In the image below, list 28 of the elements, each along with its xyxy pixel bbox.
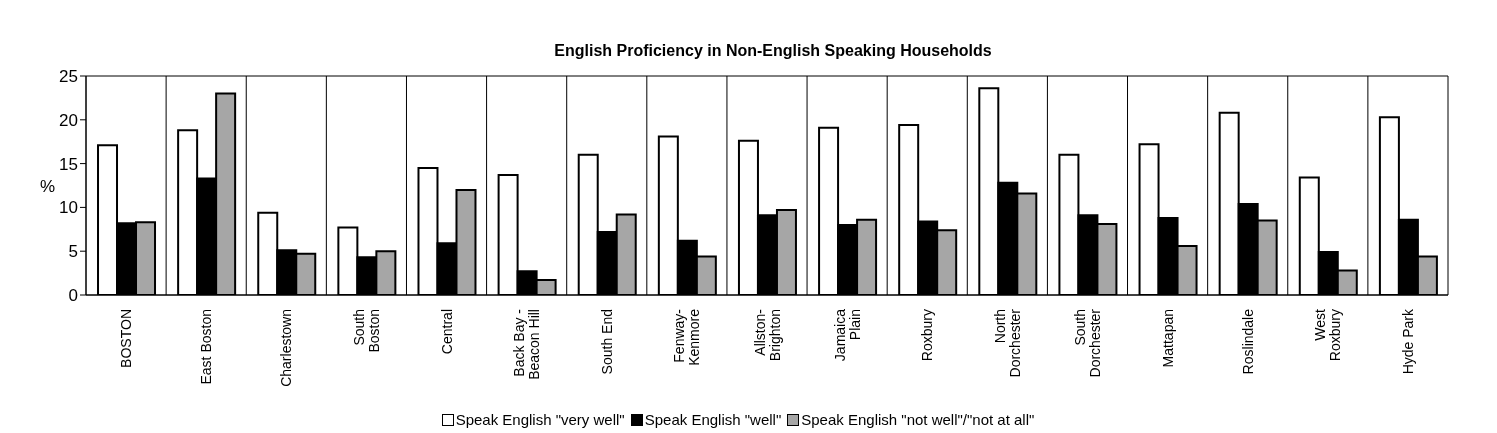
x-tick-label: North Dorchester <box>991 308 1023 378</box>
y-axis-title: % <box>40 176 56 196</box>
legend-label: Speak English "not well"/"not at all" <box>801 411 1035 428</box>
y-tick-label: 15 <box>59 154 78 174</box>
y-tick-label: 0 <box>68 286 78 306</box>
x-tick-label: South Dorchester <box>1071 308 1103 378</box>
x-tick-label: Mattapan <box>1159 309 1176 368</box>
legend-label: Speak English "very well" <box>455 411 625 428</box>
chart-title: English Proficiency in Non-English Speaking Households <box>553 42 993 60</box>
x-tick-label: East Boston <box>198 309 215 385</box>
x-tick-label: South End <box>598 309 615 375</box>
x-tick-label: South Boston <box>350 309 382 353</box>
x-tick-label: Central <box>438 309 455 355</box>
x-tick-label: Back Bay - Beacon Hill <box>511 308 543 380</box>
y-tick-label: 25 <box>59 67 78 87</box>
x-tick-label: Hyde Park <box>1399 308 1416 375</box>
y-tick-label: 20 <box>59 110 78 130</box>
legend-label: Speak English "well" <box>644 411 782 428</box>
x-tick-label: Fenway-Kenmore <box>671 308 703 366</box>
x-tick-label: West Roxbury <box>1312 308 1344 362</box>
x-tick-label: Roxbury <box>919 309 936 362</box>
y-tick-label: 5 <box>68 242 78 262</box>
y-tick-label: 10 <box>59 198 78 218</box>
x-tick-label: Charlestown <box>278 309 295 387</box>
x-tick-label: BOSTON <box>118 309 135 368</box>
x-tick-label: Roslindale <box>1239 308 1256 375</box>
x-tick-label: Allston-Brighton <box>751 308 783 362</box>
x-tick-label: Jamaica Plain <box>831 308 863 362</box>
